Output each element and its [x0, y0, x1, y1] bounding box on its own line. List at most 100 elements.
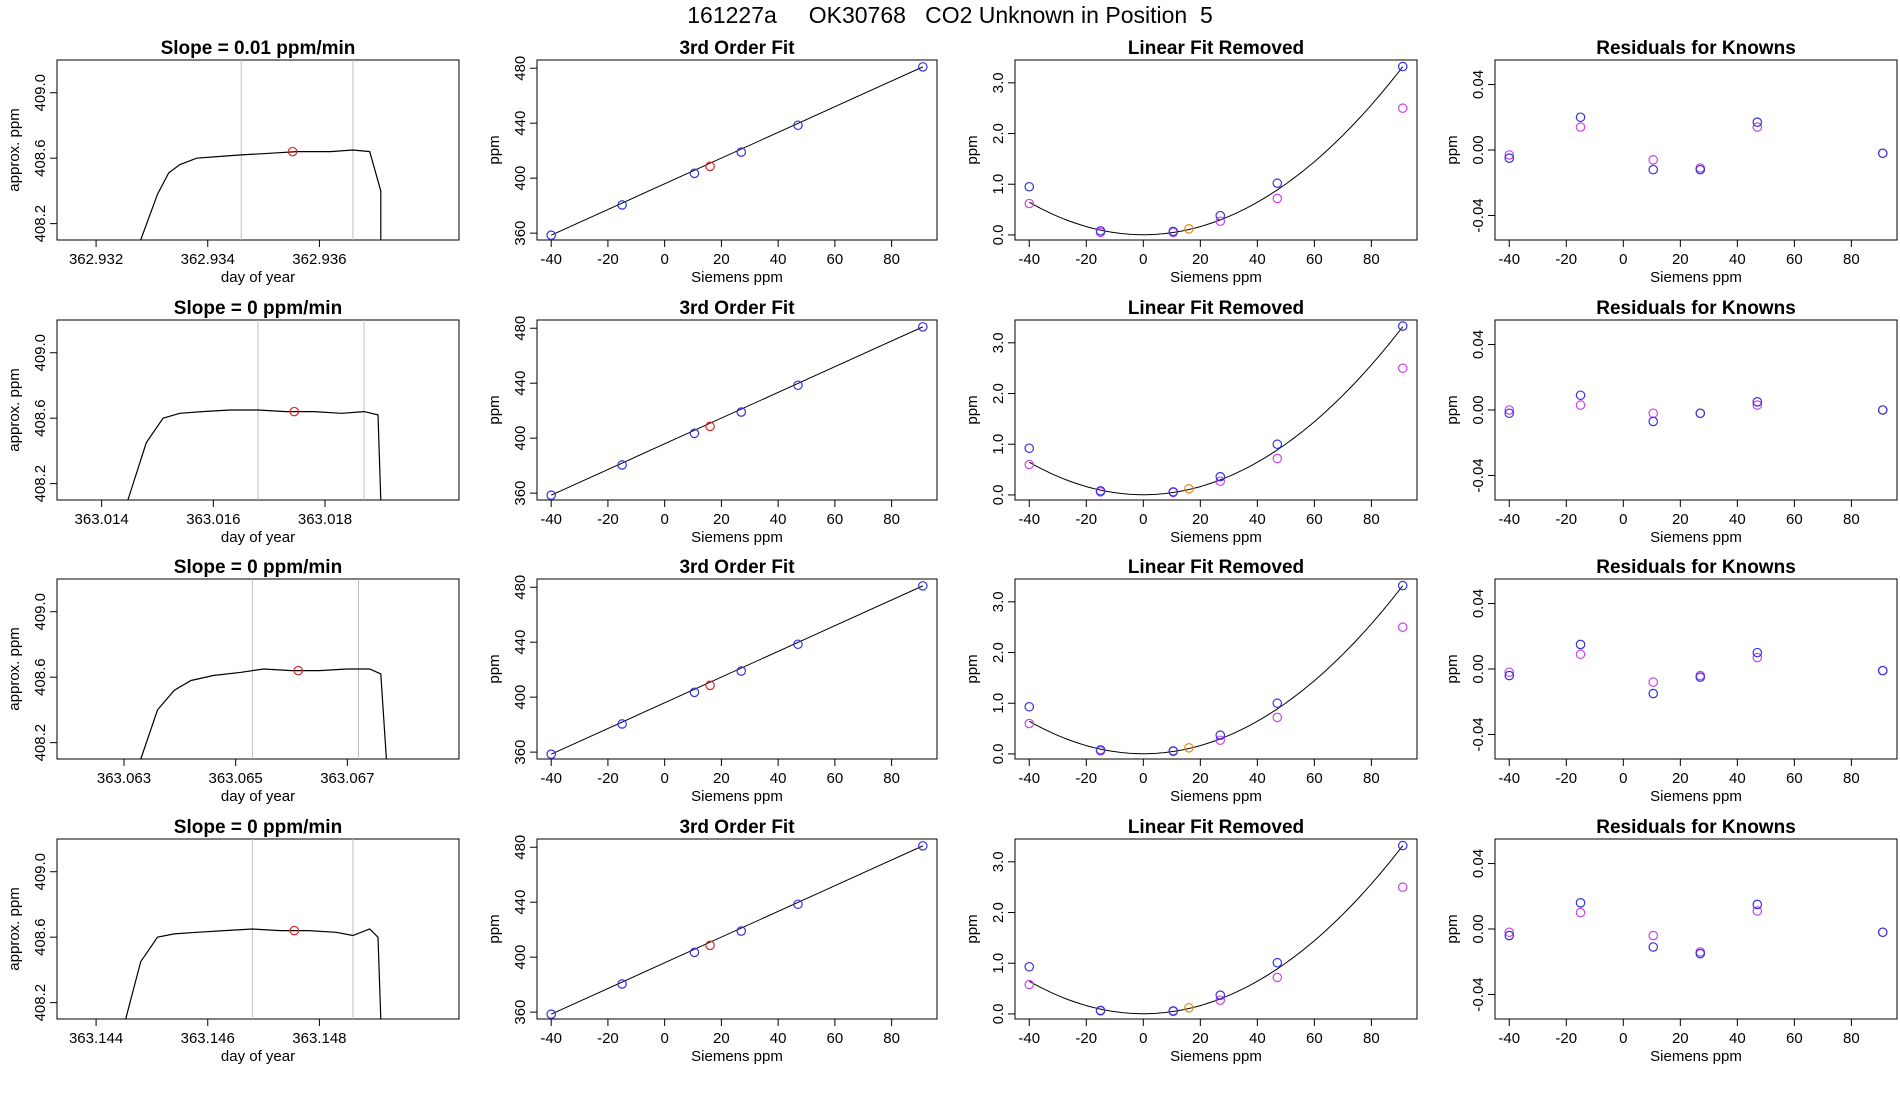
- unknown-point: [1184, 743, 1194, 753]
- residual-point: [1752, 117, 1763, 127]
- y-tick-label: 1.0: [990, 434, 1007, 455]
- x-tick-label: -20: [1075, 511, 1097, 528]
- y-tick-label: 2.0: [990, 902, 1007, 923]
- plot-frame: [536, 319, 938, 501]
- unknown-point: [705, 680, 715, 691]
- y-axis-label: ppm: [1444, 654, 1461, 683]
- x-tick-label: 60: [1786, 251, 1803, 268]
- y-axis-label: ppm: [1444, 914, 1461, 943]
- residual-point: [1695, 408, 1706, 419]
- plot-frame: [1494, 59, 1898, 241]
- y-tick-label: 0.00: [1470, 654, 1487, 683]
- x-tick-label: 60: [1786, 1030, 1803, 1047]
- x-tick-label: 80: [883, 1030, 900, 1047]
- x-tick-label: 60: [827, 770, 844, 787]
- residual-point: [1752, 397, 1763, 407]
- known-point: [736, 666, 747, 676]
- x-axis-label: Siemens ppm: [1170, 269, 1262, 286]
- known-point: [1024, 961, 1035, 972]
- x-tick-label: 80: [883, 511, 900, 528]
- panel-3-3: Linear Fit Removed -40 -20 0 20 40 60 80 0.0 1.0 2…: [964, 557, 1418, 805]
- x-tick-label: 363.146: [181, 1030, 235, 1047]
- y-tick-label: 360: [512, 221, 529, 246]
- x-tick-label: 60: [1786, 511, 1803, 528]
- x-tick-label: -20: [1555, 770, 1577, 787]
- y-axis-label: approx. ppm: [6, 368, 23, 451]
- x-tick-label: -40: [1018, 511, 1040, 528]
- residual-point-alt: [1648, 930, 1659, 941]
- residual-point: [1877, 405, 1888, 415]
- y-tick-label: 480: [512, 835, 529, 860]
- known-point: [546, 1009, 556, 1019]
- known-point: [736, 926, 747, 936]
- residual-point-alt: [1752, 122, 1763, 132]
- x-tick-label: -40: [540, 251, 562, 268]
- concentration-trace: [127, 409, 382, 501]
- plot-frame: [1014, 578, 1418, 760]
- plot-frame: [1014, 838, 1418, 1020]
- x-tick-label: 80: [1363, 511, 1380, 528]
- y-tick-label: 440: [512, 890, 529, 915]
- residual-point: [1648, 942, 1659, 952]
- y-tick-label: 0.0: [990, 224, 1007, 245]
- known-point: [1095, 745, 1106, 755]
- residual-point: [1877, 927, 1888, 938]
- known-point-alt: [1272, 972, 1283, 983]
- known-point: [1215, 730, 1226, 740]
- x-tick-label: 40: [1249, 251, 1266, 268]
- x-axis-label: Siemens ppm: [1650, 1048, 1742, 1065]
- panel-1-4: Residuals for Knowns -40 -20 0 20 40 60 80 -0.04…: [1444, 38, 1898, 286]
- known-point: [617, 979, 627, 989]
- known-point: [918, 841, 928, 851]
- x-tick-label: 80: [1843, 251, 1860, 268]
- x-tick-label: 60: [1306, 770, 1323, 787]
- x-tick-label: 80: [1843, 770, 1860, 787]
- y-tick-label: 0.04: [1470, 849, 1487, 878]
- known-point: [1095, 226, 1106, 236]
- residual-point: [1504, 930, 1515, 941]
- known-point: [617, 719, 627, 729]
- y-tick-label: 3.0: [990, 72, 1007, 93]
- y-tick-label: 2.0: [990, 383, 1007, 404]
- panel-title: 3rd Order Fit: [679, 817, 795, 838]
- y-tick-label: 0.0: [990, 484, 1007, 505]
- y-axis-label: ppm: [486, 135, 503, 164]
- x-tick-label: -40: [1498, 251, 1520, 268]
- x-tick-label: 362.932: [69, 251, 123, 268]
- x-tick-label: 20: [1672, 1030, 1689, 1047]
- y-axis-label: ppm: [964, 135, 981, 164]
- panel-title: Residuals for Knowns: [1596, 38, 1796, 59]
- y-tick-label: 0.04: [1470, 589, 1487, 618]
- x-tick-label: 0: [1139, 511, 1147, 528]
- residual-point: [1752, 899, 1763, 910]
- y-tick-label: 400: [512, 426, 529, 451]
- y-tick-label: 440: [512, 630, 529, 655]
- x-axis-label: day of year: [221, 788, 295, 805]
- x-tick-label: -40: [1498, 511, 1520, 528]
- panel-3-4: Residuals for Knowns -40 -20 0 20 40 60 80 -0.04…: [1444, 557, 1898, 805]
- y-axis-label: approx. ppm: [6, 627, 23, 710]
- panel-title: Linear Fit Removed: [1128, 557, 1304, 578]
- x-tick-label: 363.148: [292, 1030, 346, 1047]
- x-tick-label: 80: [1843, 1030, 1860, 1047]
- x-tick-label: -20: [1075, 1030, 1097, 1047]
- y-tick-label: -0.04: [1470, 458, 1487, 492]
- known-point-alt: [1397, 622, 1408, 632]
- x-tick-label: -20: [1555, 511, 1577, 528]
- y-tick-label: 409.0: [32, 593, 49, 631]
- y-axis-label: ppm: [964, 395, 981, 424]
- x-tick-label: -40: [1498, 770, 1520, 787]
- x-tick-label: -20: [597, 770, 619, 787]
- x-tick-label: 362.936: [292, 251, 346, 268]
- known-point: [689, 947, 700, 958]
- x-axis-label: Siemens ppm: [1170, 1048, 1262, 1065]
- known-point: [617, 460, 627, 470]
- x-tick-label: -20: [1555, 1030, 1577, 1047]
- x-tick-label: 20: [1192, 511, 1209, 528]
- known-point: [1095, 486, 1106, 496]
- y-tick-label: 3.0: [990, 851, 1007, 872]
- unknown-point: [705, 421, 715, 432]
- x-tick-label: 20: [713, 1030, 730, 1047]
- known-point: [1397, 321, 1408, 331]
- x-tick-label: 60: [827, 251, 844, 268]
